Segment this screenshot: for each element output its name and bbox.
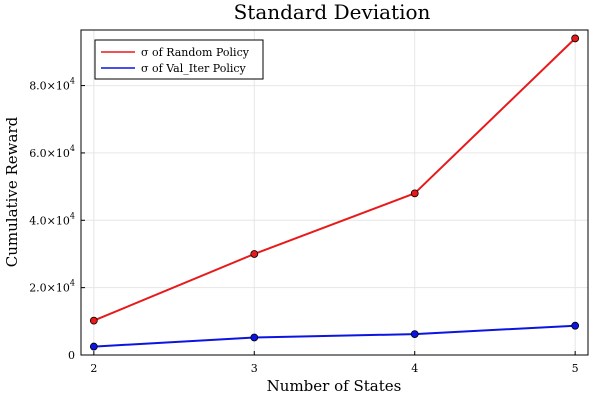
data-point <box>410 189 419 198</box>
y-tick-label: 8.0×104 <box>29 77 75 93</box>
series-line-0 <box>93 37 576 322</box>
y-tick-label: 4.0×104 <box>29 211 75 227</box>
y-tick-exponent: 4 <box>70 77 75 86</box>
data-point <box>89 316 98 325</box>
legend-label-valiter: σ of Val_Iter Policy <box>141 62 247 75</box>
legend-box <box>94 39 264 80</box>
y-tick-mantissa: 4.0×10 <box>29 214 70 227</box>
y-tick-mantissa: 2.0×10 <box>29 282 70 295</box>
y-tick-label: 0 <box>68 349 75 362</box>
x-tick-label: 3 <box>251 362 258 375</box>
grid-lines <box>81 30 588 355</box>
y-tick-label: 2.0×104 <box>29 279 75 295</box>
data-point <box>250 333 259 342</box>
y-tick-label: 6.0×104 <box>29 144 75 160</box>
data-point <box>571 34 580 43</box>
y-tick-exponent: 4 <box>70 211 75 220</box>
data-point <box>571 321 580 330</box>
series-layer <box>89 34 580 351</box>
y-axis-label: Cumulative Reward <box>3 116 21 267</box>
legend: σ of Random Policy σ of Val_Iter Policy <box>94 39 264 80</box>
series-line-1 <box>93 324 576 348</box>
y-tick-mantissa: 8.0×10 <box>29 80 70 93</box>
x-axis-label: Number of States <box>267 377 402 395</box>
data-point <box>250 250 259 258</box>
chart-title: Standard Deviation <box>234 0 431 24</box>
data-point <box>410 330 419 339</box>
legend-label-random: σ of Random Policy <box>141 46 250 59</box>
plot-frame <box>80 29 589 356</box>
x-tick-label: 2 <box>90 362 97 375</box>
x-tick-label: 4 <box>411 362 418 375</box>
data-point <box>89 342 98 351</box>
y-tick-mantissa: 6.0×10 <box>29 147 70 160</box>
y-tick-exponent: 4 <box>70 144 75 153</box>
x-tick-label: 5 <box>572 362 579 375</box>
y-tick-exponent: 4 <box>70 279 75 288</box>
